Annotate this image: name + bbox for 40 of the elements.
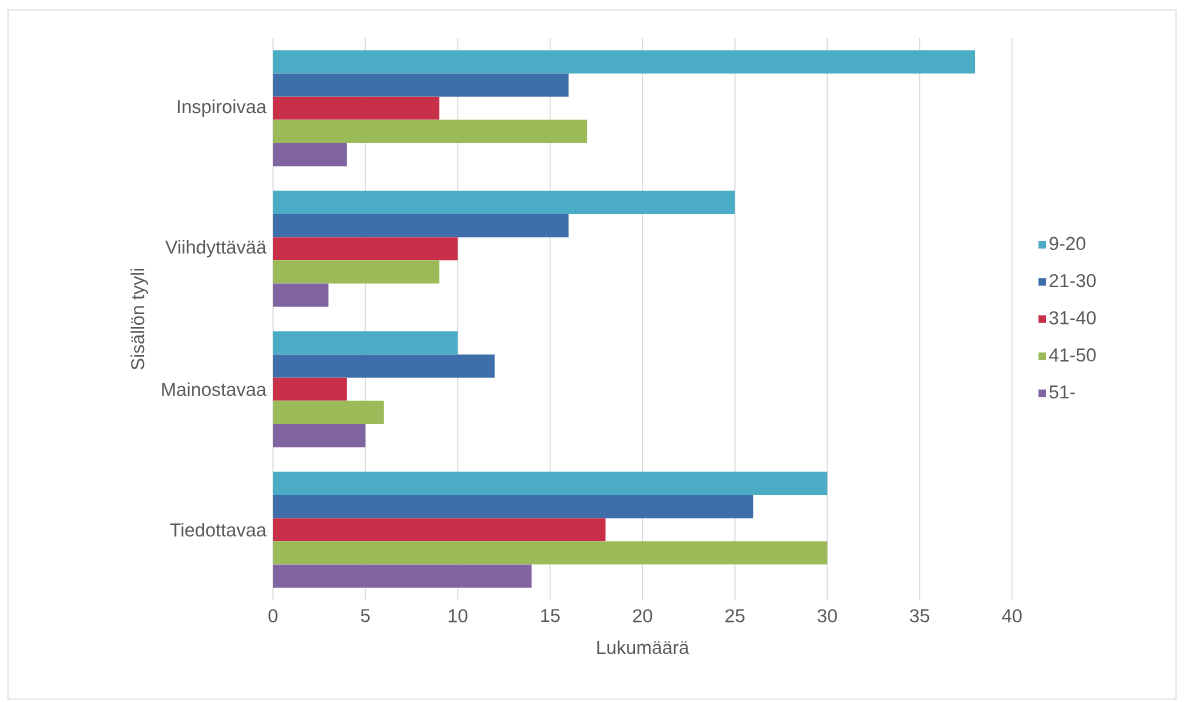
- bar: [273, 400, 384, 425]
- x-axis-title: Lukumäärä: [597, 640, 690, 655]
- x-tick-label: 20: [633, 609, 653, 623]
- bar: [273, 237, 458, 261]
- bar: [273, 354, 495, 378]
- y-tick-label: Tiedottavaa: [170, 522, 267, 537]
- legend-label: 31-40: [1049, 311, 1096, 325]
- bar: [273, 541, 828, 565]
- bar: [273, 283, 329, 307]
- bar: [273, 494, 754, 519]
- legend-label: 9-20: [1049, 236, 1086, 251]
- bar: [273, 143, 347, 167]
- bar: [273, 564, 532, 588]
- x-tick-label: 40: [1002, 609, 1022, 623]
- bar: [273, 96, 440, 120]
- bar: [273, 518, 606, 542]
- x-tick-label: 0: [268, 609, 278, 623]
- bar: [273, 471, 828, 495]
- bar: [273, 190, 735, 214]
- bar: [273, 260, 440, 284]
- x-tick-label: 15: [541, 609, 560, 623]
- x-tick-label: 10: [448, 609, 468, 623]
- y-tick-label: Inspiroivaa: [177, 99, 267, 117]
- y-tick-label: Mainostavaa: [162, 382, 267, 397]
- x-tick-label: 35: [909, 609, 930, 623]
- bar: [273, 213, 569, 238]
- legend-label: 51-: [1049, 385, 1075, 399]
- x-tick-label: 25: [725, 609, 745, 623]
- y-tick-label: Viihdyttävää: [165, 240, 267, 258]
- bar: [273, 377, 347, 401]
- x-tick-label: 30: [817, 609, 837, 623]
- bar: [273, 119, 588, 144]
- bar: [273, 424, 366, 448]
- x-tick-label: 5: [360, 609, 370, 623]
- bar: [273, 331, 458, 355]
- legend-label: 41-50: [1049, 348, 1096, 362]
- legend-label: 21-30: [1049, 273, 1096, 288]
- bar: [273, 73, 569, 97]
- bar: [273, 50, 976, 74]
- y-axis-title: Sisällön tyyli: [130, 268, 148, 370]
